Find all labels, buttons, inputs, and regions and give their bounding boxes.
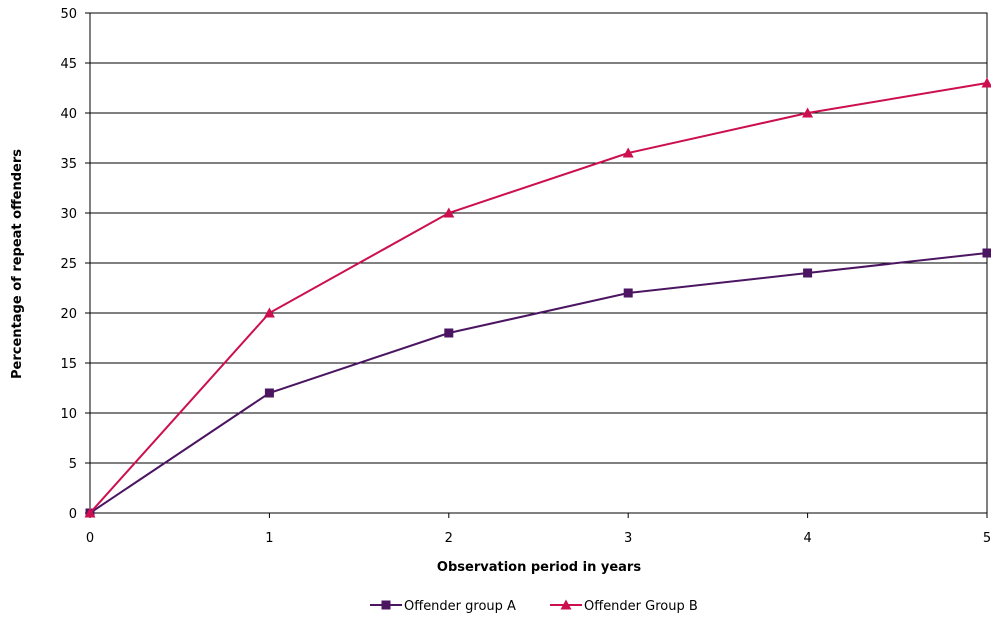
data-point xyxy=(803,269,812,278)
y-tick-label: 0 xyxy=(69,507,77,522)
x-axis-title: Observation period in years xyxy=(437,560,641,575)
y-tick-label: 10 xyxy=(60,407,77,422)
data-point xyxy=(983,249,991,258)
data-point xyxy=(624,289,633,298)
legend-item: Offender group A xyxy=(370,599,516,614)
x-tick-label: 3 xyxy=(624,531,632,546)
y-tick-label: 35 xyxy=(60,157,77,172)
legend-marker xyxy=(382,601,391,610)
x-tick-label: 4 xyxy=(803,531,811,546)
x-tick-label: 2 xyxy=(445,531,453,546)
series-line xyxy=(90,83,987,513)
data-point xyxy=(265,389,274,398)
series-2 xyxy=(85,78,991,518)
series-line xyxy=(90,253,987,513)
x-tick-label: 0 xyxy=(86,531,94,546)
axes xyxy=(85,13,987,518)
y-tick-label: 45 xyxy=(60,57,77,72)
x-tick-label: 5 xyxy=(983,531,991,546)
y-tick-label: 15 xyxy=(60,357,77,372)
legend-item: Offender Group B xyxy=(550,599,698,614)
gridlines xyxy=(90,13,987,513)
data-point xyxy=(444,329,453,338)
y-tick-label: 40 xyxy=(60,107,77,122)
x-tick-label: 1 xyxy=(265,531,273,546)
data-point xyxy=(982,78,991,88)
series-1 xyxy=(86,249,991,518)
series-layer xyxy=(85,78,991,518)
legend: Offender group A Offender Group B xyxy=(370,599,698,614)
legend-label: Offender Group B xyxy=(584,599,698,614)
legend-label: Offender group A xyxy=(404,599,516,614)
y-tick-label: 50 xyxy=(60,7,77,22)
y-axis-title: Percentage of repeat offenders xyxy=(10,149,25,379)
y-tick-label: 5 xyxy=(69,457,77,472)
y-tick-label: 30 xyxy=(60,207,77,222)
y-tick-label: 25 xyxy=(60,257,77,272)
y-tick-label: 20 xyxy=(60,307,77,322)
